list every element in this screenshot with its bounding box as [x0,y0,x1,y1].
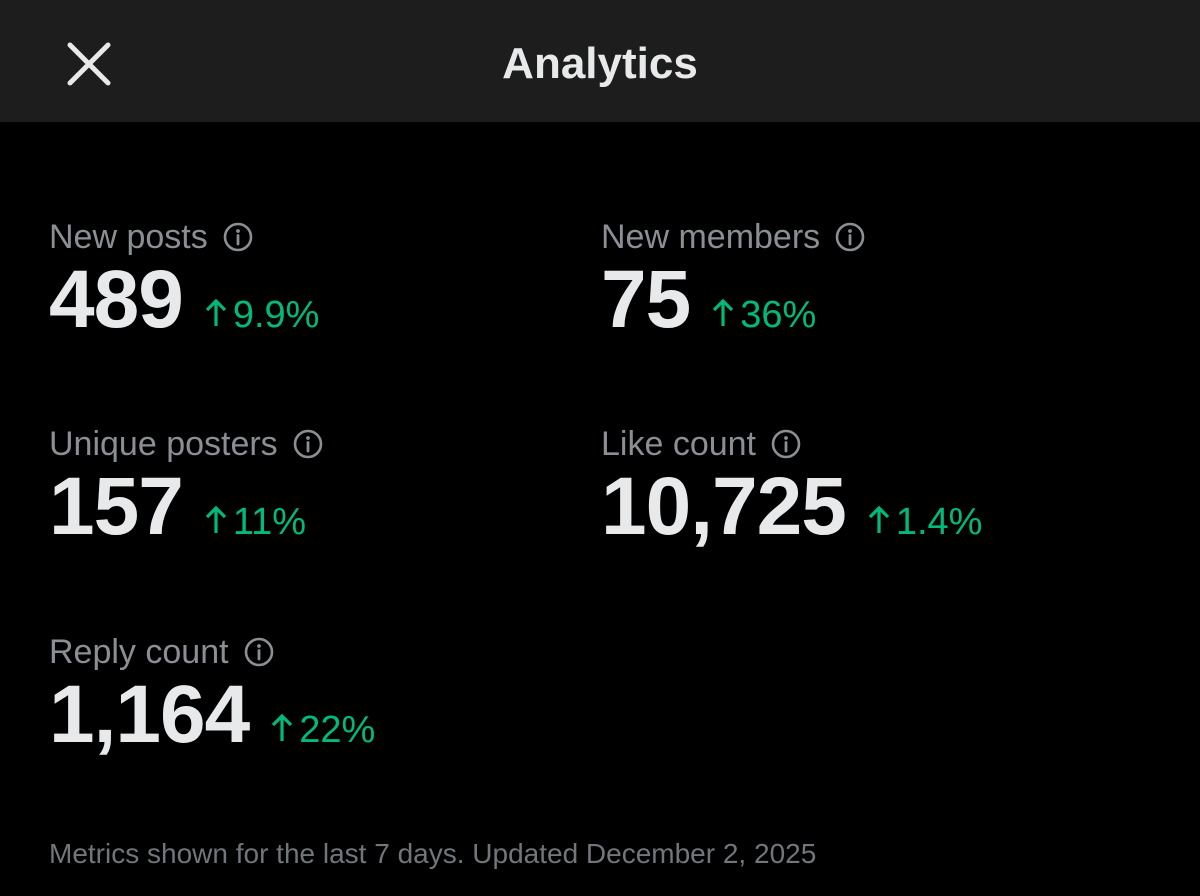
metric-value: 157 [49,461,184,552]
metric-value: 10,725 [601,461,847,552]
info-icon[interactable] [243,636,275,668]
metric-reply-count: Reply count 1,164 22% [49,630,609,800]
metric-change: 1.4% [868,500,983,544]
analytics-content: New posts 489 9.9% New members [0,122,1200,896]
metric-change: 22% [271,708,375,752]
arrow-up-icon [868,505,889,533]
metric-label: Like count [601,425,756,463]
close-icon [67,42,111,86]
info-icon[interactable] [222,221,254,253]
metric-change-value: 11% [232,501,307,543]
arrow-up-icon [205,298,226,326]
header-bar: Analytics [0,0,1200,122]
metric-change-value: 36% [740,294,817,336]
arrow-up-icon [205,505,226,533]
arrow-up-icon [272,713,293,741]
metric-label: Reply count [49,633,229,671]
footer-note: Metrics shown for the last 7 days. Updat… [49,838,817,869]
info-icon[interactable] [770,428,802,460]
metric-change: 11% [205,500,306,544]
close-button[interactable] [60,35,118,93]
metric-unique-posters: Unique posters 157 11% [49,422,609,592]
metric-change: 9.9% [205,293,320,337]
info-icon[interactable] [834,221,866,253]
metric-label: Unique posters [49,425,278,463]
metric-change-value: 22% [299,709,376,751]
metric-new-posts: New posts 489 9.9% [49,215,609,385]
metric-change-value: 1.4% [895,501,983,543]
metric-label: New members [601,218,821,256]
metric-value: 75 [601,254,691,345]
metric-change-value: 9.9% [232,294,320,336]
arrow-up-icon [713,298,734,326]
metric-change: 36% [712,293,816,337]
metric-value: 489 [49,254,184,345]
info-icon[interactable] [292,428,324,460]
metric-value: 1,164 [49,669,250,760]
metric-label: New posts [49,218,208,256]
metric-new-members: New members 75 36% [601,215,1161,385]
page-title: Analytics [502,39,698,88]
metric-like-count: Like count 10,725 1.4% [601,422,1161,592]
